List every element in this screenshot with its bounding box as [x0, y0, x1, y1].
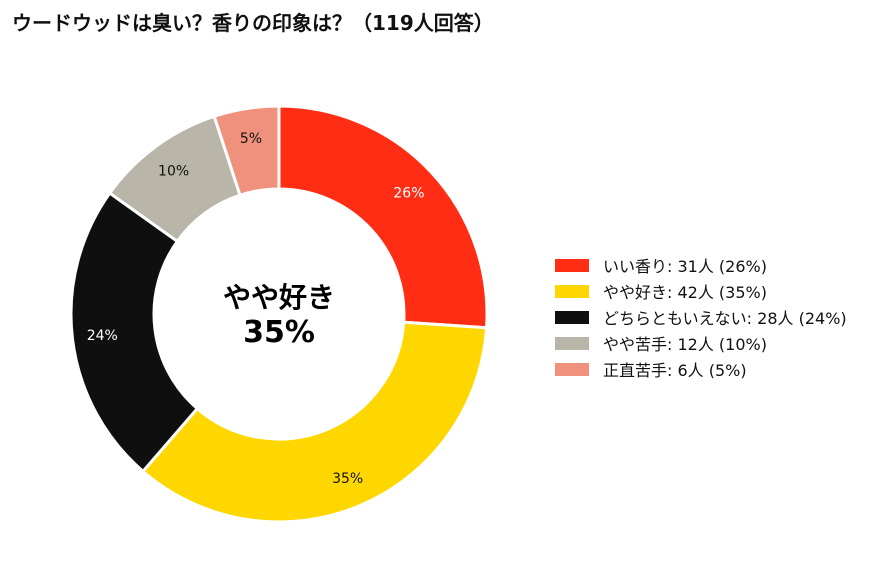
- legend-item: 正直苦手: 6人 (5%): [555, 356, 847, 382]
- slice-percent-label: 35%: [332, 471, 363, 487]
- slice-percent-label: 24%: [87, 328, 118, 344]
- legend-swatch: [555, 310, 589, 324]
- legend-item: どちらともいえない: 28人 (24%): [555, 304, 847, 330]
- donut-slices: [69, 104, 489, 524]
- slice-percent-label: 5%: [240, 131, 262, 147]
- legend: いい香り: 31人 (26%) やや好き: 42人 (35%) どちらともいえない:…: [555, 252, 847, 382]
- donut-slice-1: [277, 104, 489, 330]
- legend-swatch: [555, 336, 589, 350]
- legend-label: やや苦手: 12人 (10%): [603, 335, 767, 354]
- slice-percent-label: 10%: [158, 164, 189, 180]
- center-label-percent: 35%: [243, 315, 315, 350]
- legend-label: どちらともいえない: 28人 (24%): [603, 309, 847, 328]
- legend-label: いい香り: 31人 (26%): [603, 257, 767, 276]
- donut-slice-2: [140, 320, 489, 524]
- chart-title: ウードウッドは臭い？香りの印象は？（119人回答）: [12, 11, 494, 35]
- legend-swatch: [555, 258, 589, 272]
- legend-swatch: [555, 284, 589, 298]
- donut-chart: 26% 35% 24% 10% 5% やや好き 35%: [69, 104, 489, 524]
- legend-label: やや好き: 42人 (35%): [603, 283, 767, 302]
- slice-percent-label: 26%: [393, 185, 424, 201]
- legend-label: 正直苦手: 6人 (5%): [603, 361, 747, 380]
- center-label-category: やや好き: [223, 281, 335, 314]
- slice-labels: 26% 35% 24% 10% 5%: [87, 131, 425, 487]
- donut-slice-5: [212, 104, 281, 198]
- legend-swatch: [555, 362, 589, 376]
- legend-item: やや好き: 42人 (35%): [555, 278, 847, 304]
- legend-item: やや苦手: 12人 (10%): [555, 330, 847, 356]
- donut-slice-3: [69, 190, 200, 474]
- legend-item: いい香り: 31人 (26%): [555, 252, 847, 278]
